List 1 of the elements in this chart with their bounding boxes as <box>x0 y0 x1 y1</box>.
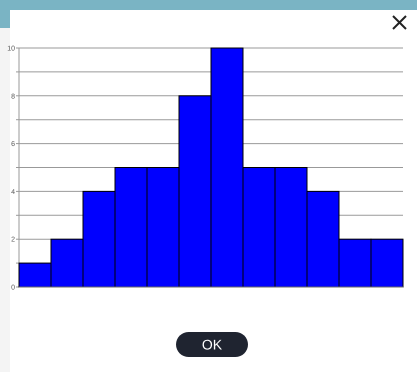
text: OK <box>202 336 223 352</box>
